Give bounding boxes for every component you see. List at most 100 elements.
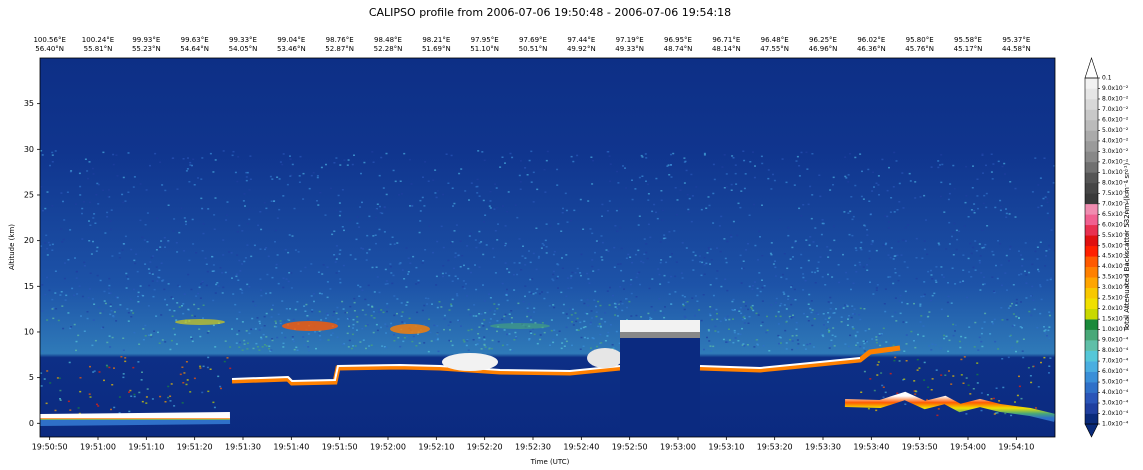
speckle-dot [792, 256, 794, 258]
speckle-dot [59, 389, 62, 392]
speckle-dot [599, 325, 602, 327]
speckle-dot [565, 295, 568, 297]
speckle-dot [78, 412, 81, 415]
speckle-dot [475, 246, 478, 249]
speckle-dot [180, 207, 183, 209]
speckle-dot [682, 303, 685, 306]
speckle-dot [948, 243, 951, 245]
speckle-dot [552, 341, 555, 344]
speckle-dot [570, 155, 573, 158]
speckle-dot [375, 323, 378, 326]
speckle-dot [613, 266, 616, 268]
speckle-dot [595, 311, 598, 313]
speckle-dot [364, 298, 367, 301]
speckle-dot [333, 254, 336, 256]
speckle-dot [436, 306, 439, 309]
speckle-dot [750, 306, 753, 308]
speckle-dot [443, 318, 446, 320]
speckle-dot [742, 150, 745, 152]
speckle-dot [714, 325, 717, 328]
speckle-dot [625, 187, 628, 189]
cirrus [282, 321, 338, 331]
speckle-dot [737, 202, 740, 205]
speckle-dot [298, 175, 301, 177]
speckle-dot [529, 316, 532, 318]
speckle-dot [421, 262, 424, 264]
speckle-dot [938, 243, 941, 246]
speckle-dot [881, 158, 884, 161]
speckle-dot [348, 317, 351, 319]
speckle-dot [880, 333, 883, 335]
speckle-dot [356, 216, 359, 218]
speckle-dot [359, 341, 362, 343]
speckle-dot [386, 306, 389, 308]
top-lat-label: 56.40°N [35, 45, 64, 53]
speckle-dot [730, 183, 733, 186]
speckle-dot [108, 335, 111, 337]
speckle-dot [561, 212, 564, 214]
speckle-dot [333, 162, 336, 164]
speckle-dot [463, 264, 465, 267]
speckle-dot [981, 247, 984, 249]
speckle-dot [386, 283, 389, 285]
speckle-dot [944, 374, 947, 376]
speckle-dot [868, 250, 871, 252]
speckle-dot [767, 169, 770, 171]
speckle-dot [923, 248, 926, 251]
speckle-dot [779, 315, 782, 318]
speckle-dot [478, 195, 481, 197]
speckle-dot [89, 365, 91, 368]
speckle-dot [802, 344, 805, 346]
speckle-dot [617, 182, 620, 184]
speckle-dot [1053, 249, 1055, 252]
speckle-dot [684, 160, 687, 163]
top-lat-label: 50.51°N [519, 45, 548, 53]
speckle-dot [226, 201, 229, 203]
speckle-dot [649, 316, 652, 319]
speckle-dot [121, 193, 124, 196]
speckle-dot [614, 306, 617, 308]
speckle-dot [840, 316, 843, 318]
speckle-dot [950, 302, 953, 304]
speckle-dot [483, 336, 486, 338]
speckle-dot [246, 244, 249, 246]
top-lon-label: 98.76°E [326, 36, 354, 44]
speckle-dot [361, 289, 364, 291]
speckle-dot [591, 232, 594, 235]
speckle-dot [579, 321, 582, 324]
speckle-dot [258, 349, 261, 351]
speckle-dot [470, 182, 473, 184]
speckle-dot [325, 163, 327, 166]
speckle-dot [1019, 326, 1022, 328]
speckle-dot [541, 322, 544, 324]
speckle-dot [343, 342, 346, 345]
speckle-dot [756, 294, 759, 297]
speckle-dot [873, 186, 875, 188]
speckle-dot [67, 312, 70, 314]
speckle-dot [809, 236, 812, 238]
top-lon-label: 96.25°E [809, 36, 837, 44]
speckle-dot [161, 339, 164, 341]
speckle-dot [231, 328, 233, 330]
speckle-dot [546, 291, 549, 294]
speckle-dot [46, 254, 49, 256]
speckle-dot [191, 164, 193, 167]
speckle-dot [1044, 329, 1047, 331]
speckle-dot [407, 257, 410, 259]
speckle-dot [582, 228, 585, 230]
speckle-dot [807, 203, 810, 206]
speckle-dot [496, 330, 498, 333]
speckle-dot [519, 181, 522, 183]
speckle-dot [353, 301, 356, 304]
speckle-dot [44, 207, 47, 210]
speckle-dot [908, 172, 911, 175]
speckle-dot [545, 159, 548, 162]
speckle-dot [343, 159, 346, 161]
speckle-dot [586, 313, 589, 315]
speckle-dot [88, 393, 91, 395]
speckle-dot [663, 234, 666, 236]
speckle-dot [97, 405, 100, 407]
speckle-dot [483, 300, 486, 302]
speckle-dot [202, 317, 204, 319]
speckle-dot [127, 278, 130, 280]
